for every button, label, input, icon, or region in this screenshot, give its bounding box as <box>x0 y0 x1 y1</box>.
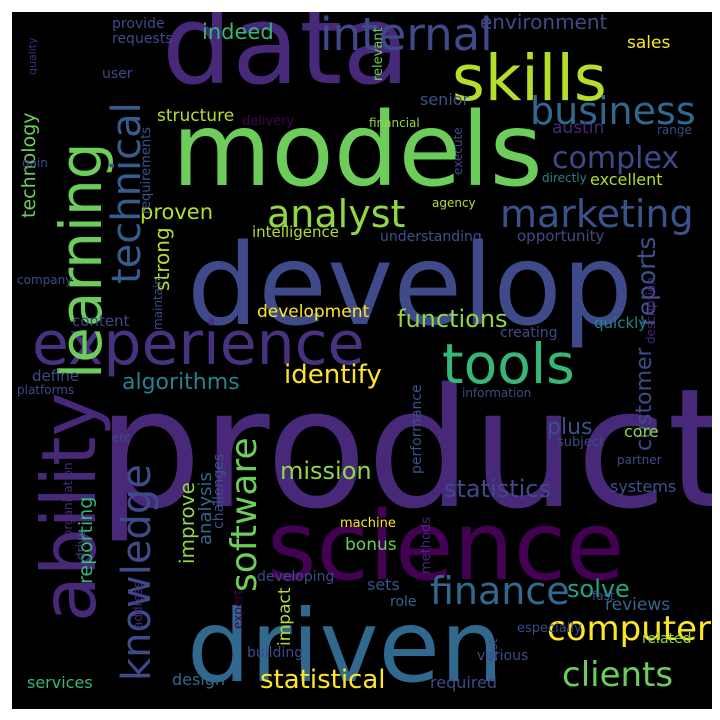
word-financial: financial <box>369 116 420 130</box>
word-building: building <box>247 645 304 661</box>
word-environment: environment <box>480 12 608 34</box>
word-business: business <box>530 89 696 133</box>
word-structure: structure <box>157 106 235 126</box>
word-required: required <box>430 673 498 692</box>
word-clients: clients <box>562 655 674 695</box>
word-methods: methods <box>419 517 434 574</box>
word-especially: especially <box>517 621 582 636</box>
word-computer: computer <box>547 609 711 649</box>
word-complex: complex <box>552 141 680 176</box>
word-design: design <box>172 670 226 689</box>
word-marketing: marketing <box>500 192 694 236</box>
word-relevant: relevant <box>371 27 386 81</box>
word-intelligence: intelligence <box>252 223 340 241</box>
word-information: information <box>462 386 532 400</box>
word-expert: expert <box>231 590 245 629</box>
word-partner: partner <box>617 453 662 467</box>
word-plus: plus <box>547 415 593 440</box>
word-platforms: platforms <box>17 383 75 397</box>
word-range: range <box>657 123 692 137</box>
word-related: related <box>642 631 692 647</box>
word-indeed: indeed <box>202 20 274 44</box>
word-fast: fast <box>592 589 615 603</box>
word-impact: impact <box>275 587 295 646</box>
word-organization: organization <box>61 462 75 537</box>
word-challenges: challenges <box>211 453 227 529</box>
word-experience: experience <box>32 309 365 379</box>
word-statistical: statistical <box>260 665 386 695</box>
word-gain: gain <box>22 156 48 170</box>
word-identify: identify <box>284 360 382 390</box>
word-subject: subject <box>557 435 605 450</box>
word-requests: requests <box>112 31 173 47</box>
word-data: data <box>162 12 410 109</box>
word-mission: mission <box>280 457 372 485</box>
word-agency: agency <box>432 196 476 210</box>
word-quality: quality <box>26 37 39 75</box>
word-user: user <box>102 66 133 82</box>
word-opportunity: opportunity <box>517 227 605 245</box>
word-description: description <box>644 277 658 344</box>
word-machine: machine <box>340 516 396 531</box>
word-knowledge: knowledge <box>114 464 160 681</box>
word-internal: internal <box>320 12 493 61</box>
word-company: company <box>17 273 73 287</box>
word-functions: functions <box>397 305 508 333</box>
word-role: role <box>390 594 417 610</box>
word-delivery: delivery <box>242 114 295 129</box>
word-provide: provide <box>112 16 165 32</box>
word-develop: develop <box>187 221 633 351</box>
word-improve: improve <box>175 482 199 564</box>
word-models: models <box>172 91 543 210</box>
word-senior: senior <box>420 90 470 109</box>
word-science: science <box>267 492 625 602</box>
word-bonus: bonus <box>345 535 397 555</box>
word-reviews: reviews <box>605 595 671 615</box>
word-directly: directly <box>542 171 587 185</box>
word-tools: tools <box>442 332 575 396</box>
word-development: development <box>257 302 370 322</box>
word-various: various <box>477 648 529 664</box>
word-statistics: statistics <box>444 475 551 503</box>
word-algorithms: algorithms <box>122 370 240 395</box>
word-solve: solve <box>567 575 630 603</box>
word-define: define <box>32 367 79 385</box>
word-learning: learning <box>47 142 115 379</box>
word-finance: finance <box>430 569 570 613</box>
word-execute: execute <box>451 127 465 175</box>
word-developing: developing <box>257 569 335 585</box>
word-sales: sales <box>627 33 671 53</box>
word-austin: austin <box>552 118 605 138</box>
word-cloud: product develop models data science driven exp… <box>12 12 712 709</box>
word-proven: proven <box>140 200 214 224</box>
word-systems: systems <box>610 477 677 496</box>
word-performance: performance <box>409 384 425 474</box>
word-etc: etc <box>112 431 131 445</box>
word-drive: drive <box>74 529 88 560</box>
word-content: content <box>72 312 130 330</box>
word-excellent: excellent <box>590 170 663 189</box>
word-requirements: requirements <box>139 127 154 214</box>
word-analyst: analyst <box>267 192 406 236</box>
word-services: services <box>27 673 93 692</box>
word-maintain: maintain <box>151 277 165 330</box>
word-address: address <box>131 581 145 629</box>
word-skills: skills <box>452 42 607 115</box>
word-sets: sets <box>367 575 400 594</box>
word-driven: driven <box>187 588 504 705</box>
word-core: core <box>624 422 659 441</box>
word-product: product <box>97 353 712 545</box>
word-understanding: understanding <box>380 229 482 245</box>
word-creating: creating <box>500 325 558 341</box>
word-quickly: quickly <box>594 314 648 332</box>
word-test: test <box>486 638 500 662</box>
